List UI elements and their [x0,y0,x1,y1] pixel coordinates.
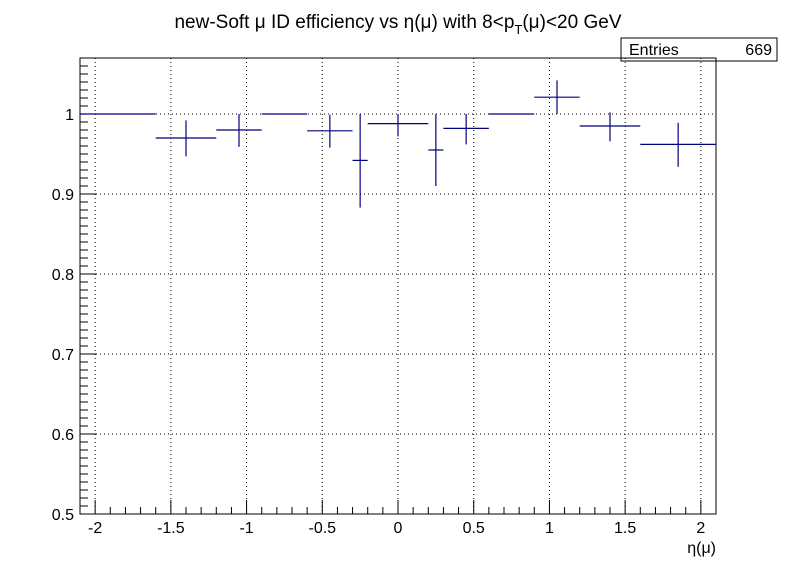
x-tick-label: -0.5 [308,520,336,537]
x-tick-label: 1 [545,520,554,537]
data-points [80,80,716,208]
y-tick-label: 0.5 [52,507,74,524]
y-tick-label: 0.9 [52,187,74,204]
x-tick-label: 1.5 [614,520,636,537]
data-point [155,120,217,157]
x-tick-label: 2 [696,520,705,537]
data-point [443,114,489,145]
x-axis-title: η(μ) [687,540,716,557]
stats-entries-label: Entries [629,42,679,59]
x-tick-label: -2 [88,520,102,537]
data-point [216,114,262,147]
y-tick-label: 0.6 [52,427,74,444]
grid-lines [80,58,716,515]
data-point [428,114,444,186]
data-point [367,114,429,137]
y-tick-label: 0.7 [52,347,74,364]
stats-entries-value: 669 [745,42,772,59]
data-point [534,80,580,114]
x-tick-label: 0.5 [463,520,485,537]
stats-box: Entries 669 [620,37,778,62]
axes: -2 -1.5 -1 -0.5 0 0.5 1 1.5 2 0.5 0.6 0.7 0.8 0.9 1 [52,57,717,537]
data-point [307,114,353,148]
x-tick-label: 0 [394,520,403,537]
data-point [579,112,641,142]
y-tick-label: 1 [65,107,74,124]
data-point [352,114,368,208]
data-point [640,122,716,167]
y-tick-label: 0.8 [52,267,74,284]
x-tick-label: -1 [239,520,253,537]
chart-title: new-Soft μ ID efficiency vs η(μ) with 8<… [174,12,621,37]
x-tick-label: -1.5 [157,520,185,537]
